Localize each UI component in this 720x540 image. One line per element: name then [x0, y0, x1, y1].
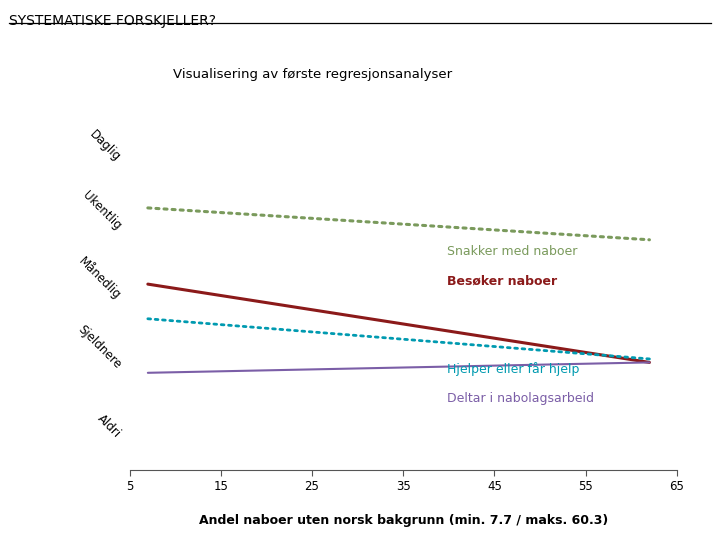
Text: Visualisering av første regresjonsanalyser: Visualisering av første regresjonsanalys…	[174, 68, 452, 80]
Text: Andel naboer uten norsk bakgrunn (min. 7.7 / maks. 60.3): Andel naboer uten norsk bakgrunn (min. 7…	[199, 514, 608, 527]
Text: Besøker naboer: Besøker naboer	[447, 274, 557, 287]
Text: Deltar i nabolagsarbeid: Deltar i nabolagsarbeid	[447, 392, 594, 404]
Text: Hjelper eller får hjelp: Hjelper eller får hjelp	[447, 362, 580, 376]
Text: Snakker med naboer: Snakker med naboer	[447, 245, 577, 258]
Text: SYSTEMATISKE FORSKJELLER?: SYSTEMATISKE FORSKJELLER?	[9, 14, 217, 28]
